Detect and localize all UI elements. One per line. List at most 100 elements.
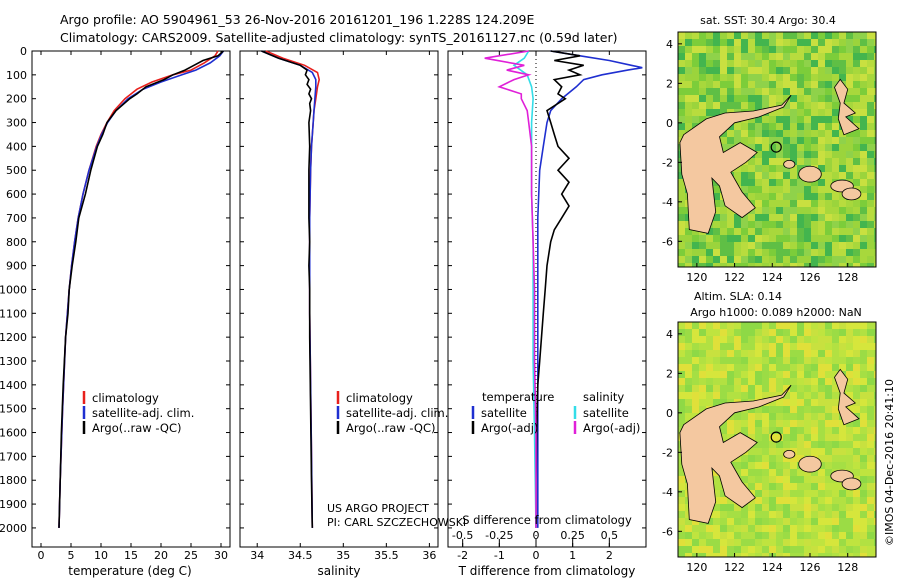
map-pixel — [867, 511, 874, 518]
map-pixel — [762, 46, 769, 53]
map-pixel — [874, 228, 876, 235]
map-pixel — [720, 144, 727, 151]
map-pixel — [685, 249, 692, 256]
map-pixel — [811, 490, 818, 497]
x-tick-label: 30 — [214, 549, 228, 562]
map-pixel — [720, 102, 727, 109]
map-pixel — [818, 406, 825, 413]
map-pixel — [818, 553, 825, 557]
map-pixel — [762, 518, 769, 525]
map-pixel — [818, 123, 825, 130]
map-pixel — [769, 539, 776, 546]
map-pixel — [832, 144, 839, 151]
map-pixel — [832, 546, 839, 553]
map-pixel — [748, 336, 755, 343]
map-pixel — [748, 39, 755, 46]
depth-tick-label: 1100 — [0, 307, 27, 320]
map-pixel — [699, 385, 706, 392]
map-pixel — [832, 504, 839, 511]
map-pixel — [825, 179, 832, 186]
map-pixel — [755, 165, 762, 172]
map-pixel — [874, 350, 876, 357]
map-pixel — [818, 357, 825, 364]
map-pixel — [839, 151, 846, 158]
map-pixel — [685, 221, 692, 228]
map-pixel — [741, 329, 748, 336]
map-pixel — [741, 357, 748, 364]
map-pixel — [825, 413, 832, 420]
map-pixel — [825, 81, 832, 88]
map-pixel — [727, 137, 734, 144]
map-pixel — [727, 221, 734, 228]
map-pixel — [776, 263, 783, 267]
map-pixel — [860, 350, 867, 357]
map-pixel — [699, 235, 706, 242]
map-pixel — [811, 102, 818, 109]
map-pixel — [797, 546, 804, 553]
map-pixel — [867, 88, 874, 95]
map-pixel — [783, 406, 790, 413]
map-pixel — [741, 179, 748, 186]
map-pixel — [818, 81, 825, 88]
map-x-tick-label: 124 — [762, 561, 783, 574]
map-pixel — [706, 336, 713, 343]
map-pixel — [699, 406, 706, 413]
map-pixel — [769, 392, 776, 399]
map-pixel — [797, 441, 804, 448]
map-pixel — [853, 378, 860, 385]
map-pixel — [860, 427, 867, 434]
map-pixel — [692, 399, 699, 406]
map-pixel — [818, 256, 825, 263]
map-pixel — [706, 378, 713, 385]
map-pixel — [825, 249, 832, 256]
map-pixel — [867, 263, 874, 267]
map-pixel — [762, 228, 769, 235]
map-pixel — [692, 81, 699, 88]
map-pixel — [678, 186, 685, 193]
map-pixel — [797, 256, 804, 263]
depth-tick-label: 700 — [6, 212, 27, 225]
map-pixel — [874, 462, 876, 469]
map-pixel — [720, 511, 727, 518]
map-pixel — [713, 364, 720, 371]
map-pixel — [741, 249, 748, 256]
map-pixel — [720, 95, 727, 102]
map-pixel — [874, 39, 876, 46]
map-pixel — [832, 46, 839, 53]
map-pixel — [692, 242, 699, 249]
map-pixel — [776, 214, 783, 221]
map-pixel — [720, 329, 727, 336]
map-pixel — [699, 399, 706, 406]
map-pixel — [678, 378, 685, 385]
map-pixel — [839, 172, 846, 179]
map-pixel — [734, 242, 741, 249]
map-pixel — [755, 532, 762, 539]
map-pixel — [762, 427, 769, 434]
map-pixel — [713, 249, 720, 256]
map-pixel — [811, 214, 818, 221]
map-pixel — [783, 441, 790, 448]
map-pixel — [860, 74, 867, 81]
legend-title-salinity: salinity — [583, 390, 624, 404]
map-pixel — [713, 525, 720, 532]
map-pixel — [713, 228, 720, 235]
map-pixel — [741, 469, 748, 476]
map-pixel — [825, 214, 832, 221]
map-pixel — [776, 385, 783, 392]
map-pixel — [776, 343, 783, 350]
map-pixel — [790, 242, 797, 249]
map-pixel — [811, 53, 818, 60]
map-pixel — [818, 378, 825, 385]
map-pixel — [755, 193, 762, 200]
map-pixel — [790, 46, 797, 53]
map-pixel — [692, 350, 699, 357]
map-pixel — [692, 546, 699, 553]
map-pixel — [797, 242, 804, 249]
map-pixel — [713, 207, 720, 214]
map-pixel — [832, 67, 839, 74]
map-pixel — [741, 532, 748, 539]
map-pixel — [727, 228, 734, 235]
map-pixel — [783, 322, 790, 329]
map-x-tick-label: 126 — [800, 561, 821, 574]
map-pixel — [762, 322, 769, 329]
